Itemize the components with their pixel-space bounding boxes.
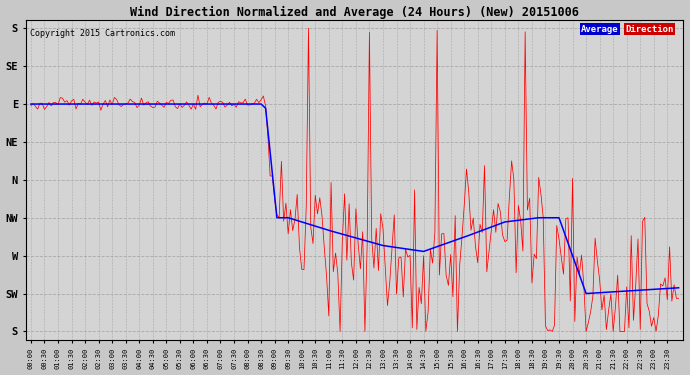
Text: Copyright 2015 Cartronics.com: Copyright 2015 Cartronics.com xyxy=(30,29,175,38)
Text: Direction: Direction xyxy=(625,25,673,34)
Title: Wind Direction Normalized and Average (24 Hours) (New) 20151006: Wind Direction Normalized and Average (2… xyxy=(130,6,579,19)
Text: Average: Average xyxy=(582,25,619,34)
